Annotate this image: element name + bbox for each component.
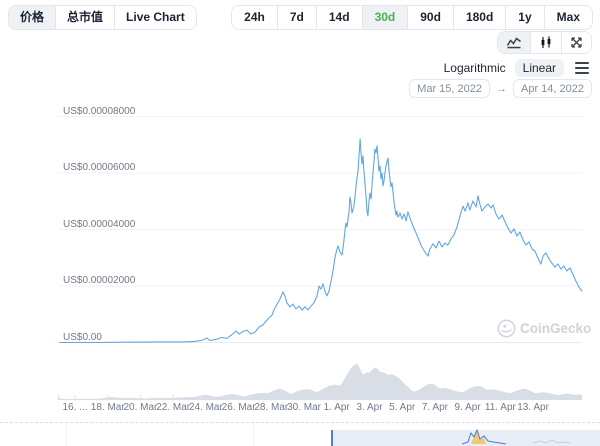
scale-toggle-row: Logarithmic Linear — [444, 59, 591, 77]
navigator-gridline — [253, 426, 254, 446]
navigator-strip — [0, 423, 600, 446]
fullscreen-icon — [571, 37, 582, 48]
fullscreen-icon[interactable] — [561, 32, 591, 53]
x-axis-tick-label: 5. Apr — [389, 402, 416, 413]
x-axis-tick-label: 11. Apr — [484, 402, 516, 413]
y-axis-tick-label: US$0.00004000 — [63, 218, 136, 230]
date-range-row: Mar 15, 2022 → Apr 14, 2022 — [409, 79, 592, 98]
x-axis-tick-label: 28. Mar — [254, 402, 289, 413]
navigator-sparkline — [461, 428, 571, 445]
x-axis-tick-label: 20. Mar — [123, 402, 158, 413]
x-axis-tick-label: 24. Mar — [188, 402, 223, 413]
tab-live-chart[interactable]: Live Chart — [114, 6, 196, 29]
logarithmic-toggle[interactable]: Logarithmic — [443, 61, 506, 75]
x-axis-tick-label: 13. Apr — [517, 402, 549, 413]
watermark-label: CoinGecko — [520, 321, 592, 336]
candlestick-icon[interactable] — [530, 32, 561, 53]
hamburger-menu-icon[interactable] — [573, 60, 591, 76]
x-axis-tick-label: 30. Mar — [287, 402, 321, 413]
coingecko-watermark[interactable]: CoinGecko — [497, 319, 591, 338]
view-tabs: 价格 总市值 Live Chart — [8, 5, 197, 30]
tab-总市值[interactable]: 总市值 — [55, 6, 114, 29]
navigator-selected-range[interactable] — [331, 430, 600, 446]
y-axis-tick-label: US$0.00008000 — [63, 105, 136, 117]
chart-type-toggle — [497, 31, 592, 54]
navigator-gridline — [66, 426, 67, 446]
range-90d[interactable]: 90d — [407, 6, 453, 29]
date-from-input[interactable]: Mar 15, 2022 — [409, 79, 490, 98]
date-to-input[interactable]: Apr 14, 2022 — [513, 79, 592, 98]
x-axis-tick-label: 9. Apr — [454, 402, 481, 413]
x-axis-tick-label: 26. Mar — [221, 402, 256, 413]
x-axis-tick-label: 7. Apr — [421, 402, 448, 413]
range-max[interactable]: Max — [543, 6, 592, 29]
y-axis-tick-label: US$0.00006000 — [63, 162, 136, 173]
x-axis-tick-label: 18. Mar — [90, 402, 125, 413]
x-axis-tick-label: 1. Apr — [323, 402, 350, 413]
x-axis-tick-label: 16. ... — [62, 402, 88, 413]
range-1y[interactable]: 1y — [505, 6, 543, 29]
range-30d[interactable]: 30d — [361, 6, 408, 29]
range-14d[interactable]: 14d — [315, 6, 362, 29]
range-180d[interactable]: 180d — [452, 6, 505, 29]
navigator-divider — [0, 422, 600, 423]
y-axis-tick-label: US$0.00 — [63, 331, 102, 343]
linear-toggle[interactable]: Linear — [514, 59, 564, 77]
tab-价格[interactable]: 价格 — [9, 6, 56, 29]
range-24h[interactable]: 24h — [244, 10, 265, 24]
time-range-tabs: 24h 7d 14d 30d 90d 180d 1y Max — [231, 5, 593, 30]
x-axis-tick-label: 22. Mar — [156, 402, 191, 413]
y-axis-tick-label: US$0.00002000 — [63, 275, 136, 286]
line-chart-icon — [506, 37, 521, 49]
range-7d[interactable]: 7d — [276, 6, 316, 29]
x-axis-tick-label: 3. Apr — [356, 402, 383, 413]
date-range-arrow-icon: → — [496, 82, 507, 95]
line-chart-icon[interactable] — [498, 32, 530, 53]
coingecko-gecko-icon — [497, 319, 516, 338]
candlestick-icon — [541, 36, 551, 48]
